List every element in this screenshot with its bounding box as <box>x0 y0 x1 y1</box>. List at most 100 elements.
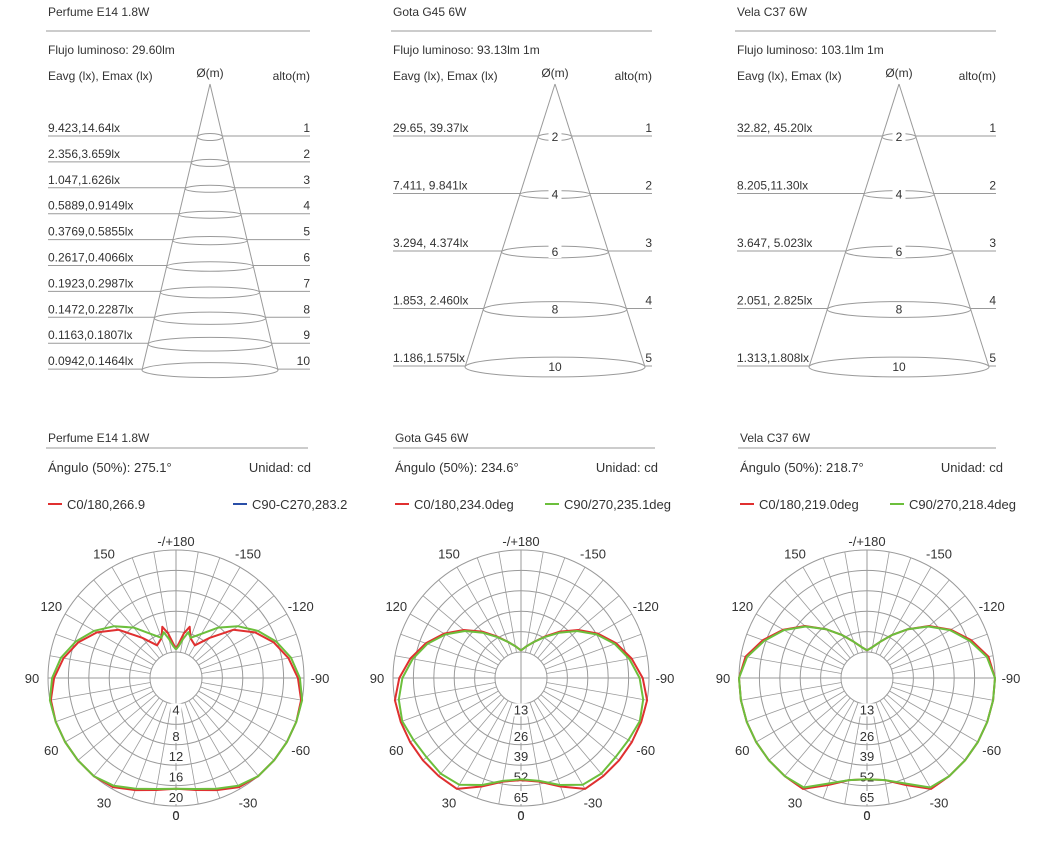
beam-angle-label: Ángulo (50%): 275.1° <box>48 460 172 475</box>
diameter-value: 2 <box>896 130 903 144</box>
grid-spoke <box>201 655 303 674</box>
radial-tick-bg <box>858 750 876 764</box>
col-header-height: alto(m) <box>615 69 652 83</box>
radial-tick-bg <box>858 703 876 717</box>
radial-tick-label: 39 <box>860 749 874 764</box>
diameter-bg <box>892 187 906 201</box>
legend-label: C90-C270,283.2 <box>252 497 347 512</box>
radial-tick-bg <box>167 750 185 764</box>
polar-panel-2: Gota G45 6W Ángulo (50%): 234.6° Unidad: c… <box>370 431 675 823</box>
height-value: 10 <box>297 354 311 368</box>
beam-ellipse <box>141 362 279 379</box>
cone-title: Perfume E14 1.8W <box>48 5 150 19</box>
diameter-value: 8 <box>552 303 559 317</box>
diameter-bg <box>892 245 906 258</box>
col-header-height: alto(m) <box>959 69 996 83</box>
grid-spoke <box>200 633 297 670</box>
flux-label: Flujo luminoso: 103.1lm 1m <box>737 43 884 57</box>
beam-ellipse <box>172 236 248 246</box>
grid-spoke <box>195 694 275 761</box>
angle-tick-label: 60 <box>389 743 403 758</box>
height-value: 7 <box>303 276 310 290</box>
angle-tick-label: 90 <box>370 671 384 686</box>
cone-side-left <box>808 83 900 368</box>
polar-title: Vela C37 6W <box>740 431 811 445</box>
angle-tick-label: 0 <box>863 808 870 823</box>
grid-spoke <box>525 551 544 653</box>
grid-spoke <box>400 686 497 723</box>
diameter-value: 8 <box>896 303 903 317</box>
grid-spoke <box>546 682 648 701</box>
diameter-value: 2 <box>552 130 559 144</box>
unit-label: Unidad: cd <box>596 460 658 475</box>
diameter-value: 6 <box>896 245 903 259</box>
grid-spoke <box>784 579 851 659</box>
angle-tick-label: 90 <box>25 671 39 686</box>
polar-chart: -/+180 150 120 90 60 30 0 -30 -60 -90 -120 -150 4 8 12… <box>25 534 330 823</box>
col-header-diameter: Ø(m) <box>196 66 223 80</box>
grid-spoke <box>93 697 160 777</box>
grid-spoke <box>438 697 505 777</box>
grid-spoke <box>802 700 855 790</box>
beam-ellipse <box>190 158 230 167</box>
height-value: 6 <box>303 251 310 265</box>
grid-spoke <box>525 703 544 805</box>
grid-spoke <box>746 686 843 723</box>
grid-spoke <box>195 595 275 662</box>
grid-spoke <box>188 566 241 656</box>
grid-spoke <box>77 595 157 662</box>
grid-spoke <box>153 703 172 805</box>
angle-tick-label: 30 <box>788 796 802 811</box>
diameter-bg <box>892 302 906 316</box>
col-header-eavg: Eavg (lx), Emax (lx) <box>737 69 842 83</box>
unit-label: Unidad: cd <box>249 460 311 475</box>
angle-tick-label: -120 <box>979 599 1005 614</box>
cone-diagram-3: Vela C37 6W Flujo luminoso: 103.1lm 1m Eav… <box>735 5 996 378</box>
grid-spoke <box>543 690 633 743</box>
grid-spoke <box>740 682 842 701</box>
grid-spoke <box>746 633 843 670</box>
illuminance-value: 0.1472,0.2287lx <box>48 302 133 316</box>
grid-spoke <box>886 595 966 662</box>
grid-spoke <box>755 613 845 666</box>
series-curve <box>48 625 304 790</box>
angle-tick-label: 60 <box>44 743 58 758</box>
grid-spoke <box>93 579 160 659</box>
beam-ellipse <box>147 336 273 352</box>
height-value: 3 <box>303 173 310 187</box>
diameter-bg <box>889 360 909 373</box>
series-curve <box>738 625 996 789</box>
radial-tick-bg <box>167 791 185 804</box>
grid-spoke <box>476 557 513 654</box>
angle-tick-label: 150 <box>93 546 115 561</box>
illuminance-value: 1.186,1.575lx <box>393 351 465 365</box>
height-value: 3 <box>989 236 996 250</box>
height-value: 5 <box>303 225 310 239</box>
angle-tick-label: 150 <box>784 546 806 561</box>
radial-tick-label: 39 <box>514 749 528 764</box>
cone-side-right <box>209 83 279 371</box>
grid-spoke <box>755 690 845 743</box>
grid-spoke <box>875 557 912 654</box>
grid-spoke <box>537 579 604 659</box>
radial-tick-label: 13 <box>514 702 528 717</box>
grid-spoke <box>543 613 633 666</box>
beam-ellipse <box>178 210 242 219</box>
flux-label: Flujo luminoso: 93.13lm 1m <box>393 43 540 57</box>
diameter-value: 4 <box>552 188 559 202</box>
grid-spoke <box>394 682 496 701</box>
radial-tick-label: 65 <box>514 790 528 805</box>
height-value: 1 <box>645 121 652 135</box>
height-value: 1 <box>989 121 996 135</box>
grid-spoke <box>871 551 890 653</box>
beam-ellipse <box>184 184 236 193</box>
grid-spoke <box>784 697 851 777</box>
grid-spoke <box>533 700 586 790</box>
angle-tick-label: 30 <box>97 796 111 811</box>
diameter-value: 10 <box>548 360 562 374</box>
illuminance-value: 2.051, 2.825lx <box>737 294 812 308</box>
grid-spoke <box>188 700 241 790</box>
height-value: 5 <box>989 351 996 365</box>
angle-tick-label: -150 <box>235 546 261 561</box>
diameter-value: 10 <box>892 360 906 374</box>
